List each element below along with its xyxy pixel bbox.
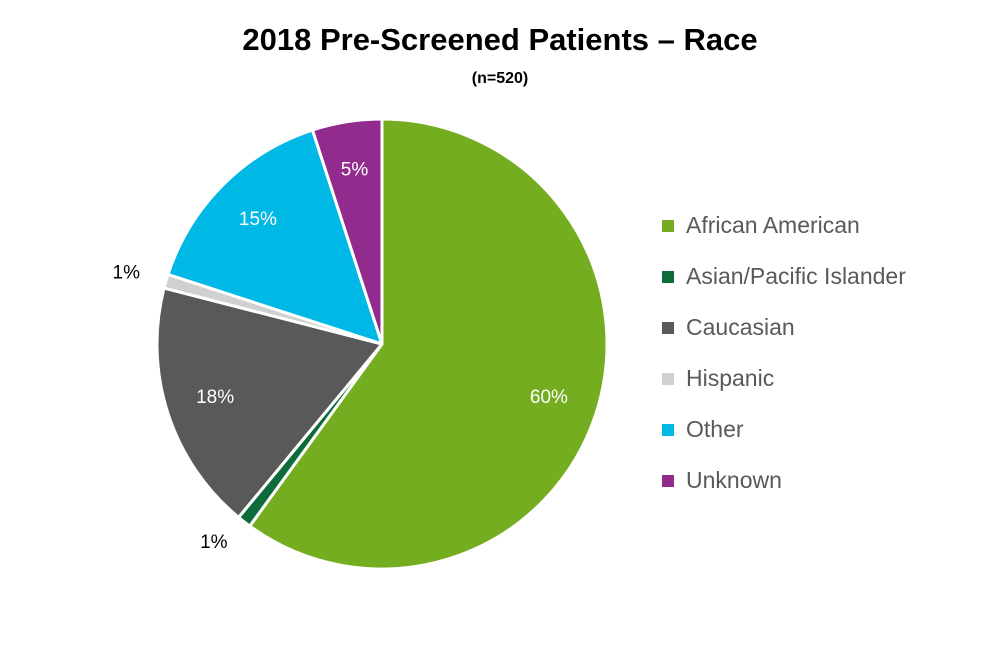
- data-label-caucasian: 18%: [196, 387, 234, 408]
- data-label-hispanic: 1%: [113, 263, 141, 284]
- legend: African American Asian/Pacific Islander Ca…: [662, 200, 906, 506]
- legend-item-unknown: Unknown: [662, 455, 906, 506]
- legend-swatch: [662, 270, 674, 283]
- legend-swatch: [662, 321, 674, 334]
- legend-item-hispanic: Hispanic: [662, 353, 906, 404]
- pie-slice-unknown: [310, 117, 384, 346]
- legend-label: Hispanic: [686, 365, 775, 391]
- data-label-other: 15%: [239, 209, 277, 230]
- data-label-asian-pacific-islander: 1%: [200, 532, 228, 553]
- legend-label: Other: [686, 416, 744, 442]
- pie-slice-african-american: [248, 117, 609, 571]
- data-label-unknown: 5%: [341, 160, 369, 181]
- chart-title: 2018 Pre-Screened Patients – Race: [242, 22, 758, 57]
- legend-item-african-american: African American: [662, 200, 906, 251]
- legend-label: African American: [686, 212, 860, 238]
- pie-slice-caucasian: [155, 286, 384, 519]
- chart-subtitle: (n=520): [471, 70, 529, 87]
- legend-label: Asian/Pacific Islander: [686, 263, 906, 289]
- legend-item-other: Other: [662, 404, 906, 455]
- legend-swatch: [662, 219, 674, 232]
- legend-swatch: [662, 372, 674, 385]
- legend-label: Unknown: [686, 467, 782, 493]
- legend-swatch: [662, 474, 674, 487]
- legend-label: Caucasian: [686, 314, 795, 340]
- legend-item-caucasian: Caucasian: [662, 302, 906, 353]
- legend-item-asian-pacific-islander: Asian/Pacific Islander: [662, 251, 906, 302]
- legend-swatch: [662, 423, 674, 436]
- data-label-african-american: 60%: [530, 387, 568, 408]
